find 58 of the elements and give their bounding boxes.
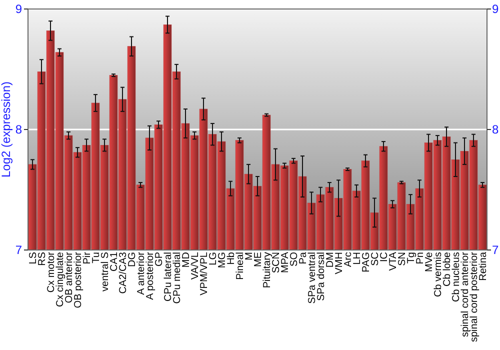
x-tick-label: Arc	[343, 252, 354, 267]
x-tick-label: DM	[325, 252, 336, 268]
x-tick-label: PAG	[361, 252, 372, 272]
x-tick-label: spinal cord posterior	[469, 251, 480, 342]
x-tick-label: MPA	[280, 252, 291, 273]
x-tick-label: MVe	[424, 252, 435, 272]
x-tick-label: CA1	[109, 252, 120, 272]
x-tick-label: Retina	[478, 252, 489, 281]
x-tick-label: OB posterior	[73, 251, 84, 308]
y2-tick-label: 9	[492, 2, 499, 16]
x-tick-label: Cx cingulate	[55, 252, 66, 308]
x-tick-label: Pineal	[235, 252, 246, 280]
x-tick-label: SPa dorsal	[316, 252, 327, 301]
y2-tick-label: 8	[492, 122, 499, 137]
x-tick-label: A posterior	[145, 251, 156, 300]
x-tick-label: IC	[379, 252, 390, 262]
x-tick-label: SO	[289, 252, 300, 266]
x-tick-label: A anterior	[136, 251, 147, 295]
x-tick-label: LH	[352, 252, 363, 265]
x-tick-label: VTA	[388, 252, 399, 271]
x-tick-label: LG	[208, 252, 219, 266]
x-tick-label: OB anterior	[64, 251, 75, 304]
x-tick-label: LS	[28, 252, 39, 264]
y-axis-title: Log2 (expression)	[0, 81, 13, 178]
y2-tick-label: 7	[492, 243, 499, 258]
x-tick-label: SPa ventral	[307, 252, 318, 304]
x-tick-label: Tg	[406, 252, 417, 264]
x-tick-label: RS	[37, 252, 48, 266]
y-tick-label: 8	[15, 122, 22, 137]
x-tick-label: Cb nucleus	[451, 252, 462, 302]
x-tick-label: VPM/VPL	[199, 252, 210, 296]
x-tick-label: CPu medial	[172, 252, 183, 304]
x-tick-label: Tu	[91, 252, 102, 264]
x-tick-label: ventral S	[100, 252, 111, 292]
x-tick-label: Pir	[82, 251, 93, 264]
x-tick-label: DG	[127, 252, 138, 267]
x-tick-label: SCN	[271, 252, 282, 274]
x-tick-label: SC	[370, 252, 381, 266]
x-tick-label: Hb	[226, 252, 237, 265]
x-tick-label: Cb vermis	[433, 252, 444, 298]
x-tick-label: Cx motor	[46, 251, 57, 293]
x-tick-label: VA/VL	[190, 252, 201, 280]
y-tick-label: 9	[15, 2, 22, 16]
x-tick-label: VMH	[334, 252, 345, 274]
x-tick-label: ME	[253, 252, 264, 267]
x-tick-label: Pa	[298, 252, 309, 264]
x-tick-label: GP	[154, 252, 165, 266]
x-tick-label: CA2/CA3	[118, 252, 129, 294]
y-tick-label: 7	[15, 243, 22, 258]
x-tick-label: CPu lateral	[163, 252, 174, 302]
x-tick-label: MD	[181, 252, 192, 268]
x-tick-label: M	[244, 252, 255, 260]
x-tick-label: MG	[217, 252, 228, 268]
x-tick-label: Pituitary	[262, 252, 273, 288]
x-tick-label: Pn	[415, 252, 426, 264]
x-tick-label: spinal cord anterior	[460, 251, 471, 338]
x-tick-label: SN	[397, 252, 408, 266]
x-tick-label: Cb lobe	[442, 252, 453, 286]
